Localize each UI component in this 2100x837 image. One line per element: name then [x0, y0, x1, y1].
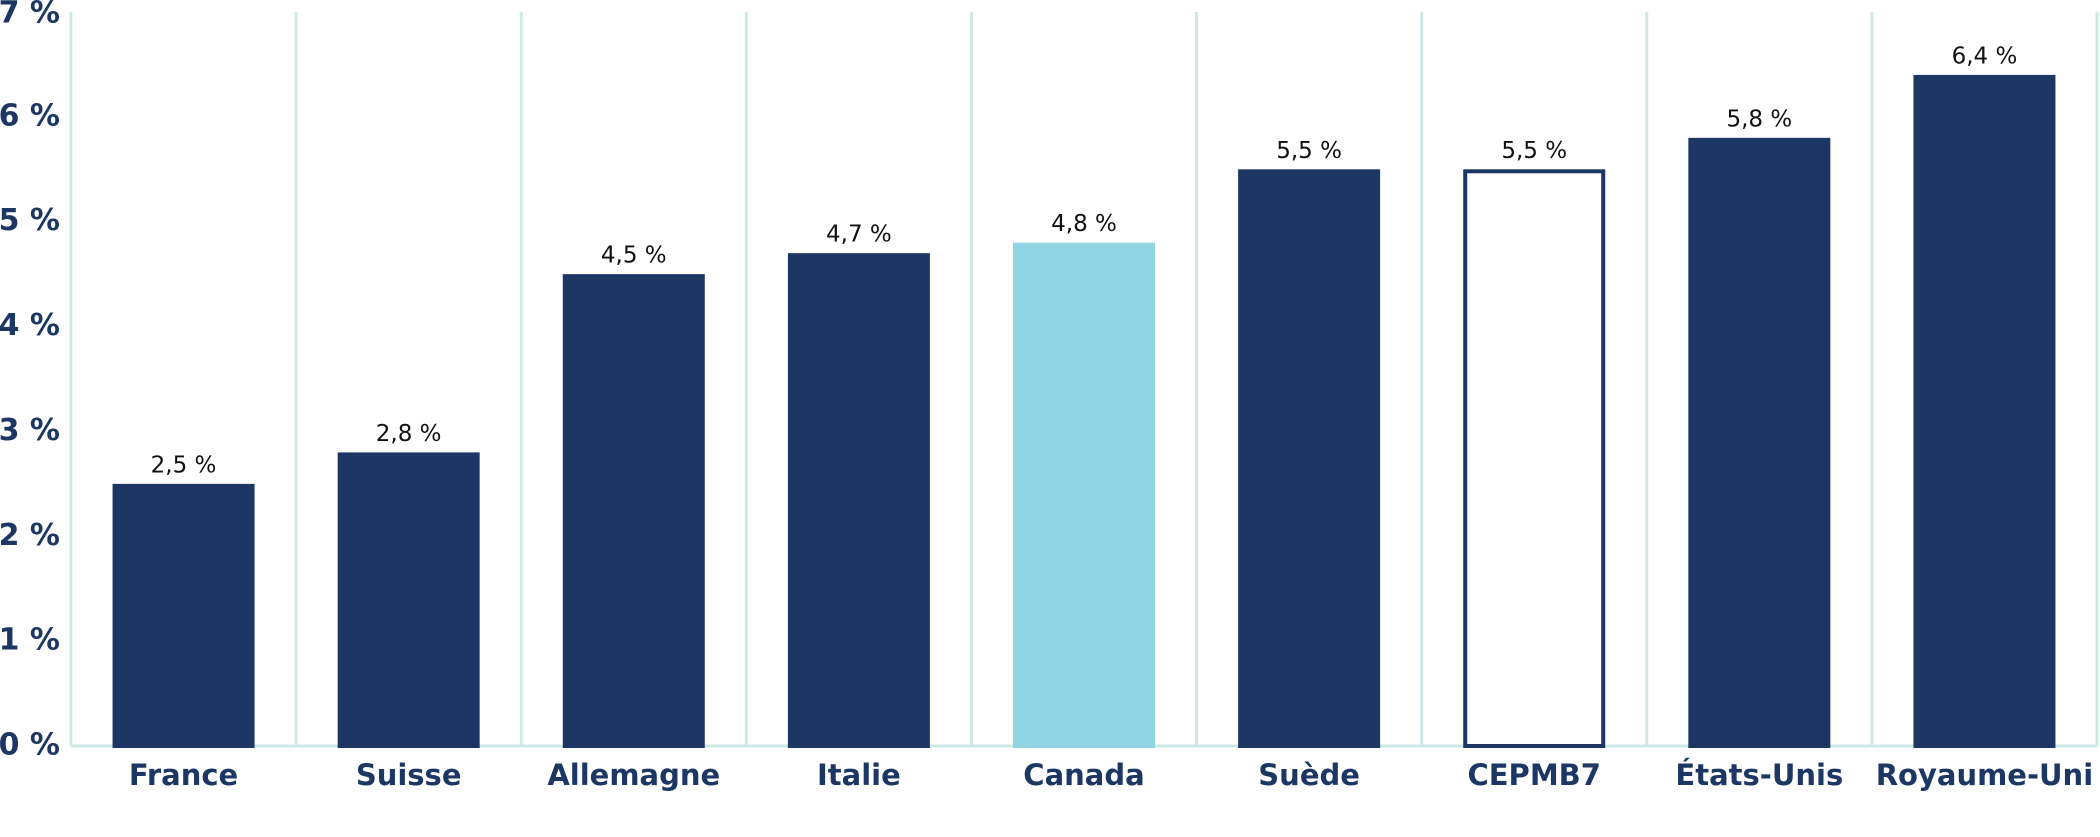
y-tick-label: 4 % [0, 308, 60, 343]
x-tick-label: France [129, 758, 238, 792]
y-tick-label: 1 % [0, 623, 60, 658]
x-tick-label: CEPMB7 [1467, 758, 1601, 792]
value-label: 4,7 % [826, 222, 892, 248]
bar [1238, 169, 1381, 749]
y-tick-label: 3 % [0, 413, 60, 448]
value-label: 2,5 % [151, 452, 217, 478]
bar [562, 274, 705, 748]
x-tick-label: Royaume-Uni [1876, 758, 2093, 792]
bar [1688, 137, 1831, 749]
x-tick-label: Allemagne [547, 758, 720, 792]
x-tick-label: Suisse [356, 758, 462, 792]
x-tick-label: Italie [817, 758, 901, 792]
x-tick-label: Suède [1258, 758, 1360, 792]
y-tick-label: 2 % [0, 518, 60, 553]
bar [112, 483, 255, 748]
value-label: 4,5 % [601, 243, 667, 269]
value-label: 4,8 % [1051, 211, 1117, 237]
x-tick-label: Canada [1023, 758, 1144, 792]
bar [787, 253, 930, 749]
bar [1463, 169, 1606, 749]
y-tick-label: 7 % [0, 0, 60, 31]
y-tick-label: 5 % [0, 203, 60, 238]
value-label: 6,4 % [1952, 43, 2018, 69]
bar [1013, 242, 1155, 749]
bar [337, 452, 480, 748]
value-label: 5,5 % [1501, 138, 1567, 164]
y-tick-label: 0 % [0, 728, 60, 763]
bar [1913, 74, 2056, 748]
x-tick-label: États-Unis [1675, 758, 1843, 792]
value-label: 5,8 % [1726, 106, 1792, 132]
y-tick-label: 6 % [0, 98, 60, 133]
value-label: 2,8 % [376, 421, 442, 447]
value-label: 5,5 % [1276, 138, 1342, 164]
